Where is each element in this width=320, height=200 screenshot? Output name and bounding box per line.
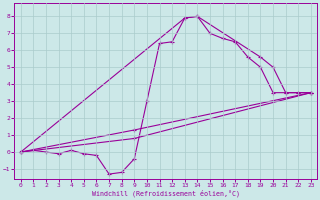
X-axis label: Windchill (Refroidissement éolien,°C): Windchill (Refroidissement éolien,°C)	[92, 190, 240, 197]
